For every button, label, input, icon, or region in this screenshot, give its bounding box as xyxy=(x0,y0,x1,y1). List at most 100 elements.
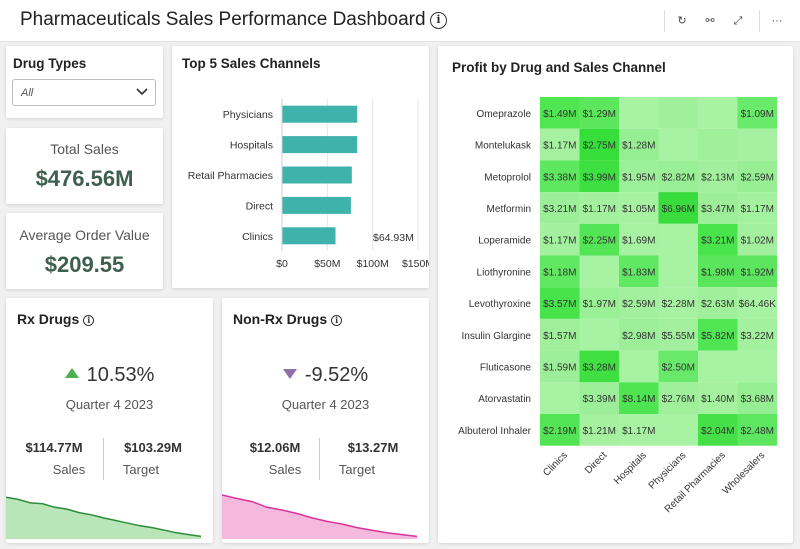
heatmap-cell[interactable] xyxy=(540,287,580,319)
info-icon[interactable]: i xyxy=(430,12,447,29)
heatmap-cell[interactable] xyxy=(658,287,699,319)
heatmap-cell[interactable] xyxy=(619,382,659,414)
info-icon[interactable]: i xyxy=(83,315,95,326)
heatmap-cell[interactable] xyxy=(658,350,699,383)
heatmap-cell[interactable] xyxy=(737,160,778,193)
heatmap-cell[interactable] xyxy=(698,350,738,383)
more-icon[interactable]: ··· xyxy=(771,15,783,27)
heatmap-cell[interactable] xyxy=(540,192,580,224)
info-icon[interactable]: i xyxy=(331,315,343,326)
expand-icon[interactable]: ⤢ xyxy=(733,15,743,27)
heatmap-cell[interactable] xyxy=(579,287,620,319)
top-channels-title: Top 5 Sales Channels xyxy=(182,56,321,71)
heatmap-cell[interactable] xyxy=(619,414,659,446)
heatmap-cell[interactable] xyxy=(658,97,699,129)
heatmap-cell[interactable] xyxy=(619,223,659,256)
heatmap-cell[interactable] xyxy=(737,350,778,383)
heatmap-cell[interactable] xyxy=(619,255,659,288)
bar[interactable] xyxy=(282,105,358,123)
heatmap-cell[interactable] xyxy=(619,160,659,193)
heatmap-cell[interactable] xyxy=(737,382,778,414)
rx-quarter: Quarter 4 2023 xyxy=(65,397,154,412)
glasses-icon[interactable]: ⚯ xyxy=(705,15,715,27)
nonrx-sales-label: Sales xyxy=(268,462,302,477)
heatmap-cell[interactable] xyxy=(579,97,620,129)
heatmap-cell[interactable] xyxy=(579,192,620,224)
heatmap-row-label: Montelukask xyxy=(475,141,532,152)
heatmap-cell[interactable] xyxy=(579,128,620,161)
y-category-label: Hospitals xyxy=(230,140,273,152)
heatmap-cell[interactable] xyxy=(658,128,699,161)
heatmap-cell[interactable] xyxy=(698,255,738,288)
heatmap-cell[interactable] xyxy=(619,97,659,129)
nonrx-target-label: Target xyxy=(338,462,376,477)
heatmap-row-label: Fluticasone xyxy=(480,362,532,373)
heatmap-cell-value: $2.50M xyxy=(662,362,695,373)
heatmap-cell[interactable] xyxy=(579,160,620,193)
heatmap-cell[interactable] xyxy=(540,318,580,351)
heatmap-cell[interactable] xyxy=(698,414,738,446)
heatmap-cell[interactable] xyxy=(737,255,778,288)
heatmap-cell-value: $3.28M xyxy=(583,362,616,373)
header-divider xyxy=(759,10,760,32)
heatmap-cell[interactable] xyxy=(540,160,580,193)
heatmap-cell-value: $6.96M xyxy=(662,204,695,215)
heatmap-cell[interactable] xyxy=(579,223,620,256)
rx-title: Rx Drugs i xyxy=(17,311,95,327)
heatmap-row-label: Metoprolol xyxy=(484,172,531,183)
heatmap-cell[interactable] xyxy=(540,382,580,414)
heatmap-cell-value: $5.55M xyxy=(662,331,695,342)
heatmap-cell[interactable] xyxy=(540,97,580,129)
heatmap-cell[interactable] xyxy=(540,255,580,288)
heatmap-cell[interactable] xyxy=(737,97,778,129)
heatmap-cell-value: $1.09M xyxy=(741,109,774,120)
heatmap-cell[interactable] xyxy=(579,350,620,383)
heatmap-cell[interactable] xyxy=(658,318,699,351)
heatmap-cell[interactable] xyxy=(698,97,738,129)
heatmap-cell[interactable] xyxy=(619,192,659,224)
aov-card: Average Order Value $209.55 xyxy=(6,213,163,289)
bar[interactable] xyxy=(282,227,336,245)
heatmap-cell[interactable] xyxy=(698,192,738,224)
heatmap-cell[interactable] xyxy=(579,255,620,288)
heatmap-cell[interactable] xyxy=(698,287,738,319)
heatmap-cell[interactable] xyxy=(579,382,620,414)
heatmap-cell[interactable] xyxy=(698,160,738,193)
heatmap-cell[interactable] xyxy=(658,414,699,446)
heatmap-cell[interactable] xyxy=(579,318,620,351)
y-category-label: Physicians xyxy=(223,109,273,121)
heatmap-cell[interactable] xyxy=(579,414,620,446)
bar[interactable] xyxy=(282,136,358,154)
heatmap-cell[interactable] xyxy=(619,350,659,383)
heatmap-cell[interactable] xyxy=(658,255,699,288)
heatmap-col-label: Hospitals xyxy=(612,450,649,487)
heatmap-cell[interactable] xyxy=(540,350,580,383)
heatmap-cell[interactable] xyxy=(540,223,580,256)
heatmap-cell[interactable] xyxy=(737,318,778,351)
heatmap-cell[interactable] xyxy=(698,223,738,256)
bar[interactable] xyxy=(282,166,352,184)
heatmap-cell[interactable] xyxy=(698,382,738,414)
heatmap-cell[interactable] xyxy=(540,128,580,161)
overflow-value-label: $64.93M xyxy=(373,232,414,244)
heatmap-cell[interactable] xyxy=(658,160,699,193)
heatmap-cell[interactable] xyxy=(619,128,659,161)
heatmap-cell[interactable] xyxy=(658,223,699,256)
heatmap-cell[interactable] xyxy=(540,414,580,446)
heatmap-cell[interactable] xyxy=(737,223,778,256)
heatmap-cell[interactable] xyxy=(698,318,738,351)
heatmap-cell[interactable] xyxy=(619,287,659,319)
heatmap-cell[interactable] xyxy=(698,128,738,161)
heatmap-cell-value: $1.17M xyxy=(741,204,774,215)
heatmap-cell[interactable] xyxy=(737,192,778,224)
heatmap-cell[interactable] xyxy=(737,128,778,161)
heatmap-cell[interactable] xyxy=(737,414,778,446)
heatmap-cell[interactable] xyxy=(737,287,778,319)
heatmap-cell[interactable] xyxy=(658,382,699,414)
drug-types-select[interactable]: All xyxy=(12,79,156,106)
rx-drugs-card: Rx Drugs i 10.53% Quarter 4 2023 $114.77M… xyxy=(6,298,213,543)
heatmap-cell[interactable] xyxy=(658,192,699,224)
heatmap-cell[interactable] xyxy=(619,318,659,351)
bar[interactable] xyxy=(282,196,351,214)
refresh-icon[interactable]: ↻ xyxy=(677,15,687,27)
